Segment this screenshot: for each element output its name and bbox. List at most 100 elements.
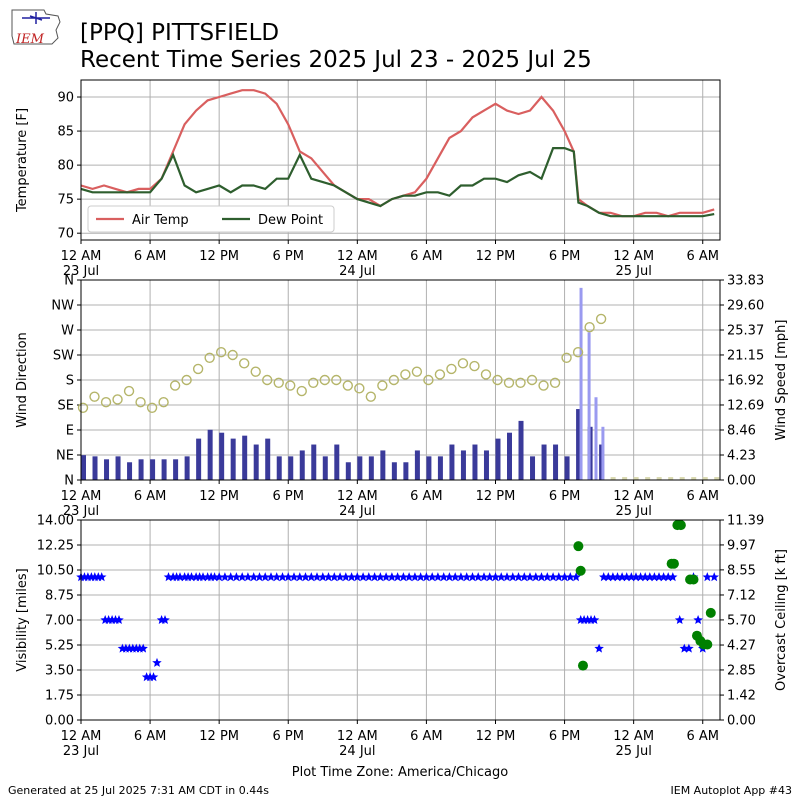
wind-direction-point bbox=[319, 374, 330, 386]
wind-gust-bar bbox=[579, 287, 583, 480]
wind-speed-bar bbox=[460, 450, 466, 480]
visibility-point bbox=[548, 572, 558, 582]
y2-tick-label: 7.12 bbox=[727, 588, 756, 603]
x-tick-label: 6 AM bbox=[686, 489, 719, 504]
wind-direction-point bbox=[480, 369, 492, 380]
y2-tick-label: 5.70 bbox=[727, 613, 756, 628]
visibility-point bbox=[152, 657, 162, 667]
wind-direction-point bbox=[192, 363, 204, 375]
visibility-point bbox=[467, 572, 478, 582]
visibility-point bbox=[387, 572, 397, 582]
y-tick-label: NW bbox=[51, 299, 74, 314]
x-tick-date: 25 Jul bbox=[615, 264, 651, 279]
visibility-point bbox=[674, 615, 685, 624]
wind-direction-point bbox=[423, 374, 434, 386]
visibility-point bbox=[306, 572, 316, 582]
visibility-point bbox=[589, 615, 600, 624]
x-tick-label: 6 AM bbox=[134, 489, 167, 504]
y-tick-label: N bbox=[64, 474, 74, 489]
y-tick-label: 10.50 bbox=[37, 564, 74, 579]
y2-tick-label: 4.23 bbox=[727, 448, 756, 463]
y-tick-label: 14.00 bbox=[37, 514, 74, 529]
wind-direction-point bbox=[100, 397, 112, 408]
wind-direction-point bbox=[77, 402, 89, 413]
visibility-point bbox=[160, 615, 170, 624]
wind-speed-bar bbox=[207, 429, 213, 480]
y2-tick-label: 16.92 bbox=[727, 373, 764, 388]
wind-speed-bar bbox=[196, 438, 202, 480]
x-tick-label: 6 PM bbox=[549, 489, 580, 504]
visibility-point bbox=[225, 572, 236, 582]
wind-direction-point bbox=[135, 397, 146, 408]
ceiling-point bbox=[573, 541, 584, 552]
visibility-point bbox=[519, 572, 529, 582]
wind-speed-bar bbox=[173, 459, 179, 480]
wind-direction-point bbox=[549, 377, 561, 388]
x-tick-label: 12 PM bbox=[476, 729, 516, 744]
x-tick-label: 6 PM bbox=[273, 729, 304, 744]
wind-direction-point bbox=[308, 377, 319, 388]
y2-tick-label: 0.00 bbox=[727, 714, 756, 729]
y-tick-label: 3.50 bbox=[45, 664, 74, 679]
logo-text: IEM bbox=[15, 32, 45, 47]
visibility-point bbox=[571, 572, 581, 582]
wind-direction-point bbox=[595, 313, 607, 325]
visibility-point bbox=[473, 572, 483, 582]
visibility-point bbox=[635, 572, 646, 582]
wind-direction-point bbox=[262, 374, 273, 386]
wind-speed-bar bbox=[276, 456, 282, 480]
visibility-point bbox=[404, 572, 414, 582]
visibility-point bbox=[175, 572, 185, 582]
x-tick-label: 12 PM bbox=[476, 249, 516, 264]
ceiling-point bbox=[577, 660, 588, 671]
wind-speed-bar bbox=[668, 477, 674, 480]
wind-direction-point bbox=[146, 402, 158, 413]
wind-direction-point bbox=[584, 322, 595, 333]
visibility-point bbox=[231, 572, 242, 582]
wind-direction-point bbox=[538, 380, 549, 391]
footer-generated: Generated at 25 Jul 2025 7:31 AM CDT in … bbox=[8, 784, 269, 797]
visibility-point bbox=[364, 572, 374, 582]
visibility-point bbox=[559, 572, 570, 582]
y-tick-label: SW bbox=[53, 349, 74, 364]
wind-direction-point bbox=[331, 374, 342, 386]
title-line-2: Recent Time Series 2025 Jul 23 - 2025 Ju… bbox=[80, 47, 592, 73]
y2-tick-label: 8.46 bbox=[727, 423, 756, 438]
y-tick-label: 12.25 bbox=[37, 539, 74, 554]
visibility-point bbox=[525, 572, 535, 582]
visibility-point bbox=[508, 572, 518, 582]
visibility-point bbox=[444, 572, 455, 582]
wind-speed-bar bbox=[184, 456, 190, 480]
x-tick-date: 23 Jul bbox=[63, 264, 99, 279]
visibility-point bbox=[346, 572, 357, 582]
visibility-point bbox=[214, 572, 224, 582]
y2-tick-label: 0.00 bbox=[727, 474, 756, 489]
wind-direction-point bbox=[112, 394, 123, 405]
visibility-point bbox=[398, 572, 409, 582]
wind-speed-bar bbox=[81, 455, 86, 480]
wind-speed-bar bbox=[564, 456, 570, 480]
wind-direction-point bbox=[273, 377, 284, 388]
wind-speed-bar bbox=[161, 459, 167, 480]
wind-gust-bar bbox=[594, 397, 598, 480]
x-tick-label: 6 AM bbox=[134, 249, 167, 264]
x-tick-label: 6 PM bbox=[273, 489, 304, 504]
y-tick-label: 75 bbox=[57, 193, 74, 208]
x-tick-label: 6 AM bbox=[686, 729, 719, 744]
visibility-point bbox=[198, 572, 208, 582]
plot-frame bbox=[80, 279, 721, 481]
ceiling-point bbox=[688, 574, 699, 585]
x-tick-label: 12 PM bbox=[199, 489, 239, 504]
x-tick-label: 6 PM bbox=[549, 249, 580, 264]
wind-speed-bar bbox=[449, 444, 455, 480]
visibility-point bbox=[438, 572, 449, 582]
wind-direction-point bbox=[492, 374, 503, 386]
wind-speed-bar bbox=[656, 477, 662, 480]
wind-speed-bar bbox=[518, 420, 524, 480]
y-tick-label: SE bbox=[58, 399, 74, 414]
y-tick-label: 85 bbox=[57, 125, 74, 140]
wind-speed-bar bbox=[357, 456, 363, 480]
y-tick-label: 8.75 bbox=[45, 589, 74, 604]
